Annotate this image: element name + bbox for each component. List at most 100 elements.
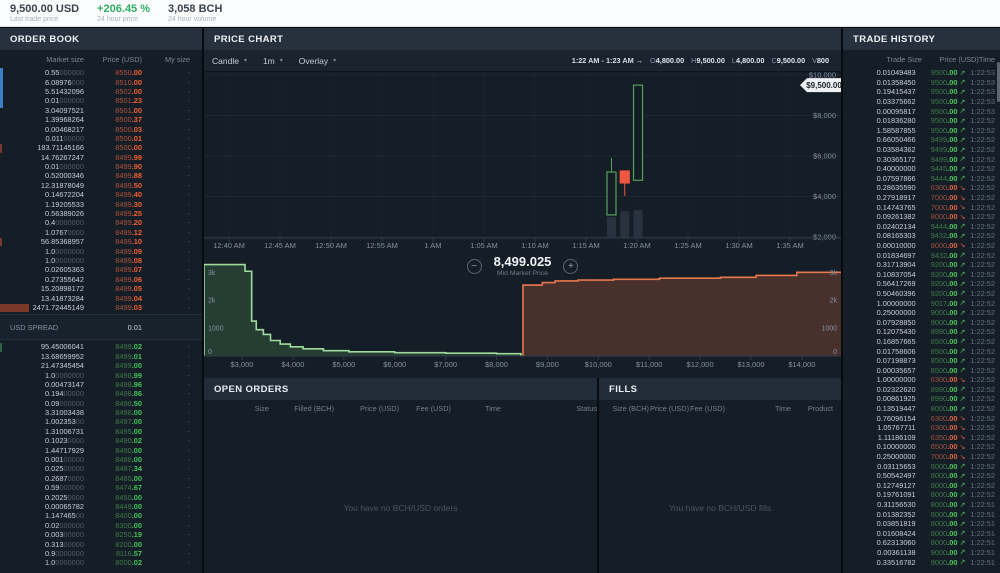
order-price: 8499.30 — [115, 199, 142, 209]
spread-value: 0.01 — [127, 322, 142, 332]
order-book-bid-row[interactable]: 0.59000000 8474.67 - — [0, 483, 202, 492]
trade-history-scrollbar[interactable] — [997, 62, 1000, 102]
order-book-bid-row[interactable]: 1.44717929 8490.00 - — [0, 445, 202, 455]
order-book-bid-row[interactable]: 1.00235300 8497.00 - — [0, 417, 202, 426]
order-book-bid-row[interactable]: 1.14746500 8400.00 - — [0, 511, 202, 520]
candlestick-chart[interactable]: 12:40 AM 12:45 AM 12:50 AM 12:55 AM 1 AM 1:05… — [204, 72, 841, 250]
order-book-bid-row[interactable]: 0.10230000 8490.02 - — [0, 436, 202, 445]
depth-chart[interactable]: $3,000 $4,000 $5,000 $6,000 $7,000 $8,000 $9,0… — [204, 250, 841, 372]
arrow-up-icon: ↗ — [959, 348, 966, 356]
order-book-ask-row[interactable]: 0.40000000 8499.20 - — [0, 218, 202, 227]
order-book-bid-row[interactable]: 0.00065782 8449.00 - — [0, 502, 202, 511]
order-book-bid-row[interactable]: 0.00100000 8488.00 - — [0, 455, 202, 464]
trade-time: 1:22:52 — [970, 480, 995, 490]
arrow-up-icon: ↗ — [959, 300, 966, 308]
order-size: 0.20250000 — [44, 492, 84, 502]
order-book-bid-row[interactable]: 21.47345454 8499.00 - — [0, 361, 202, 370]
zoom-in-button[interactable]: + — [563, 259, 579, 274]
arrow-up-icon: ↗ — [959, 136, 966, 144]
arrow-up-icon: ↗ — [959, 511, 966, 519]
trade-time: 1:22:52 — [970, 404, 995, 414]
order-book-bid-row[interactable]: 0.20250000 8450.00 - — [0, 492, 202, 502]
my-size: - — [187, 68, 190, 78]
my-size: - — [187, 473, 190, 483]
order-book-ask-row[interactable]: 56.85368957 8499.10 - — [0, 237, 202, 247]
my-size: - — [187, 152, 190, 162]
time-column-header: Time — [485, 403, 501, 413]
interval-dropdown[interactable]: 1m ▾ — [263, 56, 283, 66]
order-book-bid-row[interactable]: 1.00000000 8000.02 - — [0, 558, 202, 567]
order-book-bid-row[interactable]: 0.09000000 8498.50 - — [0, 399, 202, 408]
trade-time: 1:22:52 — [970, 346, 995, 356]
trade-history-panel: TRADE HISTORY Trade Size Price (USD) Tim… — [843, 28, 1000, 573]
order-book-scrollbar[interactable] — [0, 68, 3, 108]
volume-bar — [633, 209, 643, 237]
order-book-bid-row[interactable]: 0.02000000 8300.00 - — [0, 521, 202, 530]
trade-size: 1.05767711 — [877, 423, 916, 433]
order-price: 8400.00 — [115, 511, 142, 521]
order-book-ask-row[interactable]: 3.04097521 8501.00 - — [0, 106, 202, 115]
order-book-ask-row[interactable]: 15.20898172 8499.05 - — [0, 284, 202, 293]
trade-time: 1:22:53 — [970, 87, 995, 97]
order-book-bid-row[interactable]: 3.31003438 8498.00 - — [0, 408, 202, 417]
order-book-bid-row[interactable]: 1.31006731 8495.00 - — [0, 427, 202, 436]
arrow-up-icon: ↗ — [959, 520, 966, 528]
volume-bar — [620, 211, 630, 237]
mid-market-widget: − 8,499.025 Mid Market Price + — [204, 254, 841, 277]
order-book-ask-row[interactable]: 0.14672204 8499.40 - — [0, 190, 202, 199]
order-book-bid-row[interactable]: 0.90000000 8116.57 - — [0, 549, 202, 558]
order-book-ask-row[interactable]: 1.00000000 8499.09 - — [0, 246, 202, 256]
zoom-out-button[interactable]: − — [466, 259, 482, 274]
order-size: 0.02500000 — [44, 464, 84, 474]
order-book-ask-row[interactable]: 0.01000000 8501.23 - — [0, 96, 202, 105]
trade-time: 1:22:53 — [970, 106, 995, 116]
order-book-bid-row[interactable]: 1.00000000 8498.99 - — [0, 370, 202, 380]
order-book-ask-row[interactable]: 0.55000000 8550.00 - — [0, 68, 202, 77]
arrow-up-icon: ↗ — [959, 156, 966, 164]
depth-y-tick-label: 0 — [833, 349, 837, 356]
order-book-ask-row[interactable]: 13.41873284 8499.04 - — [0, 293, 202, 303]
trade-time: 1:22:52 — [970, 125, 995, 135]
order-book-bid-row[interactable]: 0.31300000 8200.00 - — [0, 539, 202, 549]
trade-price: 8000.00 — [930, 471, 958, 481]
order-book-ask-row[interactable]: 0.01100000 8500.01 - — [0, 134, 202, 143]
overlay-dropdown[interactable]: Overlay ▾ — [299, 56, 336, 66]
order-book-bid-row[interactable]: 0.00473147 8498.96 - — [0, 380, 202, 389]
order-book-ask-row[interactable]: 0.02605363 8499.07 - — [0, 265, 202, 274]
order-book-ask-row[interactable]: 5.51432096 8502.00 - — [0, 87, 202, 96]
order-book-ask-row[interactable]: 1.19205533 8499.30 - — [0, 199, 202, 209]
order-book-bid-row[interactable]: 95.45006041 8499.02 - — [0, 342, 202, 352]
order-book-ask-row[interactable]: 6.08976000 8510.00 - — [0, 77, 202, 87]
trade-price: 7000.00 — [930, 202, 958, 212]
fee-column-header: Fee (USD) — [690, 403, 725, 413]
order-book-ask-row[interactable]: 14.76267247 8499.99 - — [0, 153, 202, 162]
order-book-ask-row[interactable]: 183.71145166 8500.00 - — [0, 143, 202, 153]
trade-size: 0.07198873 — [876, 356, 916, 366]
order-price: 8499.00 — [115, 361, 142, 371]
order-size: 2471.72445149 — [32, 302, 84, 312]
order-book-ask-row[interactable]: 0.56389026 8499.25 - — [0, 209, 202, 218]
trade-time: 1:22:52 — [970, 461, 995, 471]
open-orders-panel: OPEN ORDERS Size Filled (BCH) Price (USD… — [204, 378, 597, 573]
trade-size: 0.31713904 — [876, 260, 916, 270]
order-book-ask-row[interactable]: 1.07670000 8499.12 - — [0, 228, 202, 237]
order-book-ask-row[interactable]: 0.52000346 8499.88 - — [0, 171, 202, 180]
order-book-bid-row[interactable]: 0.02500000 8487.34 - — [0, 464, 202, 473]
chart-type-dropdown[interactable]: Candle ▾ — [212, 56, 247, 66]
order-book-ask-row[interactable]: 12.31878049 8499.50 - — [0, 181, 202, 190]
candle-time-range: 1:22 AM - 1:23 AM → — [571, 56, 643, 65]
order-book-bid-row[interactable]: 13.68659952 8499.01 - — [0, 352, 202, 361]
order-book-bid-row[interactable]: 0.19400000 8498.86 - — [0, 389, 202, 398]
order-size: 0.02605363 — [44, 265, 84, 275]
order-book-ask-row[interactable]: 0.27355642 8499.06 - — [0, 275, 202, 284]
order-book-ask-row[interactable]: 1.39968264 8500.37 - — [0, 115, 202, 124]
order-book-ask-row[interactable]: 2471.72445149 8499.03 - — [0, 302, 202, 313]
order-book-bid-row[interactable]: 0.26870000 8480.00 - — [0, 474, 202, 483]
order-book-ask-row[interactable]: 0.00468217 8500.03 - — [0, 124, 202, 134]
order-book-ask-row[interactable]: 1.00000000 8499.08 - — [0, 256, 202, 265]
trade-size: 0.31156530 — [877, 500, 916, 510]
trade-history-row: 0.01358450 9500.00 ↗ 1:22:53 — [843, 78, 1000, 88]
arrow-down-icon: ↘ — [959, 194, 966, 202]
order-book-bid-row[interactable]: 0.00300000 8250.19 - — [0, 530, 202, 539]
order-book-ask-row[interactable]: 0.01000000 8499.90 - — [0, 162, 202, 171]
